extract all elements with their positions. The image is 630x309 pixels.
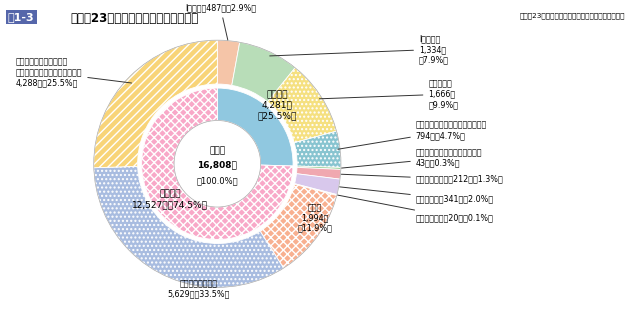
Text: 選考採用
12,527人（74.5%）: 選考採用 12,527人（74.5%） [132, 190, 208, 209]
Wedge shape [260, 184, 337, 268]
Text: 試験採用
4,281人
（25.5%）: 試験採用 4,281人 （25.5%） [258, 90, 297, 120]
Wedge shape [297, 166, 341, 169]
Wedge shape [217, 88, 293, 166]
Text: 国税専門官・労働基準監督官試験
794人（4.7%）: 国税専門官・労働基準監督官試験 794人（4.7%） [338, 121, 487, 149]
Text: （平成23年度一般職の国家公務員の任用状況調査）: （平成23年度一般職の国家公務員の任用状況調査） [520, 12, 625, 19]
Text: I種試験　487人（2.9%）: I種試験 487人（2.9%） [185, 3, 256, 40]
Text: 図1-3: 図1-3 [8, 12, 35, 22]
Wedge shape [232, 42, 295, 102]
Text: その他
1,994人
（11.9%）: その他 1,994人 （11.9%） [297, 203, 333, 233]
Wedge shape [142, 88, 293, 239]
Wedge shape [294, 131, 341, 167]
Wedge shape [294, 184, 337, 196]
Text: 持定独立行政法人
5,629人（33.5%）: 持定独立行政法人 5,629人（33.5%） [167, 279, 230, 298]
Wedge shape [297, 167, 341, 179]
Text: 平成23年度における職員の採用状況: 平成23年度における職員の採用状況 [70, 12, 198, 25]
Wedge shape [295, 174, 340, 195]
Wedge shape [94, 40, 217, 168]
Text: I種試験等
1,334人
（7.9%）: I種試験等 1,334人 （7.9%） [270, 35, 449, 64]
Text: 技能・労務職（行政職（二））
43人（0.3%）: 技能・労務職（行政職（二）） 43人（0.3%） [341, 148, 483, 168]
Text: （100.0%）: （100.0%） [197, 176, 238, 185]
Wedge shape [94, 166, 284, 287]
Text: 医療職・福祉職　212人（1.3%）: 医療職・福祉職 212人（1.3%） [341, 174, 503, 184]
Wedge shape [217, 40, 240, 85]
Text: 総　数: 総 数 [209, 146, 226, 155]
Text: 任期付研究員　20人（0.1%）: 任期付研究員 20人（0.1%） [338, 195, 494, 222]
Text: 16,808人: 16,808人 [197, 160, 238, 169]
Text: 人事交流による特別職・
地方公務員・公庫等からの採用
4,288人（25.5%）: 人事交流による特別職・ 地方公務員・公庫等からの採用 4,288人（25.5%） [16, 58, 132, 87]
Text: 工種試験等
1,666人
（9.9%）: 工種試験等 1,666人 （9.9%） [319, 79, 459, 109]
Wedge shape [268, 68, 336, 143]
Text: 任期付職員　341人（2.0%）: 任期付職員 341人（2.0%） [340, 187, 494, 204]
Circle shape [174, 121, 261, 207]
